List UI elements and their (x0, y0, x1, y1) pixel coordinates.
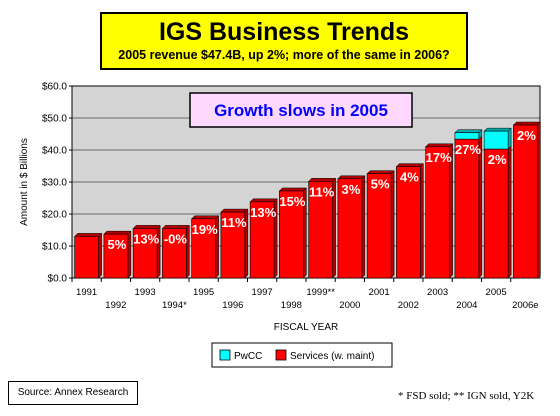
source-box: Source: Annex Research (8, 381, 138, 405)
x-tick-label: 2003 (427, 287, 448, 298)
x-tick-label: 1993 (135, 287, 156, 298)
data-label: 13% (250, 205, 276, 220)
legend-label: Services (w. maint) (290, 351, 374, 362)
callout-box (189, 92, 413, 128)
bar-side (507, 145, 512, 279)
x-tick-label: 2006e (512, 300, 538, 311)
data-label: 3% (341, 182, 360, 197)
bar-top (395, 163, 424, 167)
bar-services (308, 181, 333, 279)
data-label: 2% (488, 152, 507, 167)
x-tick-label: 1991 (76, 287, 97, 298)
bar-top (483, 127, 512, 132)
x-tick-label: 1999** (306, 287, 335, 298)
data-label: 17% (426, 150, 452, 165)
bar-top (74, 233, 103, 237)
bar-services (337, 178, 363, 279)
bar-side (98, 232, 102, 279)
bar-top (337, 175, 366, 180)
bar-top (132, 225, 161, 229)
bar-services (132, 228, 158, 279)
legend-label: PwCC (234, 351, 262, 362)
bar-services (103, 233, 129, 279)
y-tick-label: $60.0 (42, 82, 67, 93)
bar-top (454, 129, 483, 133)
bar-top (161, 225, 190, 229)
callout-text: Growth slows in 2005 (214, 101, 388, 120)
bar-top (366, 170, 395, 174)
bar-side (127, 230, 132, 279)
data-label: 13% (133, 231, 159, 246)
bar-top (191, 215, 220, 220)
bar-pwcc (454, 132, 480, 140)
bar-services (162, 228, 187, 279)
x-tick-label: 2002 (398, 300, 419, 311)
bar-top (278, 187, 307, 192)
y-tick-label: $10.0 (42, 242, 67, 253)
bar-services (74, 236, 99, 279)
x-axis-label: FISCAL YEAR (274, 322, 338, 333)
bar-top (249, 198, 278, 203)
y-tick-label: $20.0 (42, 210, 67, 221)
bar-top (512, 121, 541, 126)
x-tick-label: 1996 (222, 300, 243, 311)
y-tick-label: $30.0 (42, 178, 67, 189)
bar-services (249, 201, 275, 279)
chart-subtitle: 2005 revenue $47.4B, up 2%; more of the … (118, 48, 450, 62)
x-tick-label: 1997 (252, 287, 273, 298)
bar-side (361, 175, 366, 279)
y-tick-label: $0.0 (48, 274, 68, 285)
data-label: 11% (221, 215, 247, 230)
data-label: 19% (192, 222, 218, 237)
y-tick-label: $40.0 (42, 146, 67, 157)
x-tick-label: 2005 (486, 287, 507, 298)
y-tick-label: $50.0 (42, 114, 67, 125)
y-axis-label: Amount in $ Billions (19, 138, 30, 226)
bar-services (454, 138, 480, 279)
chart-title: IGS Business Trends (158, 18, 410, 46)
bar-pwcc (483, 130, 509, 150)
data-label: 2% (517, 128, 536, 143)
data-label: 11% (309, 184, 335, 199)
x-tick-label: 1995 (193, 287, 214, 298)
x-tick-label: 2004 (456, 300, 477, 311)
x-tick-label: 1992 (105, 300, 126, 311)
bar-services (513, 124, 538, 279)
data-label: 5% (371, 177, 390, 192)
x-tick-label: 2001 (369, 287, 390, 298)
bar-side (507, 127, 512, 150)
bar-services (366, 173, 392, 279)
legend-swatch (275, 349, 287, 361)
legend (211, 342, 393, 368)
bar-side (420, 163, 424, 279)
footnote: * FSD sold; ** IGN sold, Y2K (398, 390, 535, 402)
bar-services (220, 211, 246, 279)
bar-top (308, 178, 337, 182)
data-label: -0% (164, 231, 188, 246)
bar-services (279, 190, 304, 279)
data-label: 15% (279, 194, 305, 209)
x-tick-label: 1998 (281, 300, 302, 311)
data-label: 5% (107, 237, 126, 252)
x-tick-label: 1994* (162, 300, 187, 311)
bar-top (103, 230, 132, 235)
bar-services (425, 146, 450, 279)
bar-side (478, 135, 483, 279)
data-label: 4% (400, 170, 419, 185)
title-box: IGS Business Trends 2005 revenue $47.4B,… (100, 12, 468, 70)
bar-services (396, 166, 421, 279)
bar-top (220, 208, 249, 213)
x-tick-label: 2000 (339, 300, 360, 311)
bar-services (483, 148, 509, 279)
bar-side (390, 170, 395, 279)
data-label: 27% (455, 142, 481, 157)
bar-top (425, 143, 454, 148)
bar-side (537, 121, 541, 279)
bar-services (191, 218, 216, 279)
legend-swatch (219, 349, 231, 361)
